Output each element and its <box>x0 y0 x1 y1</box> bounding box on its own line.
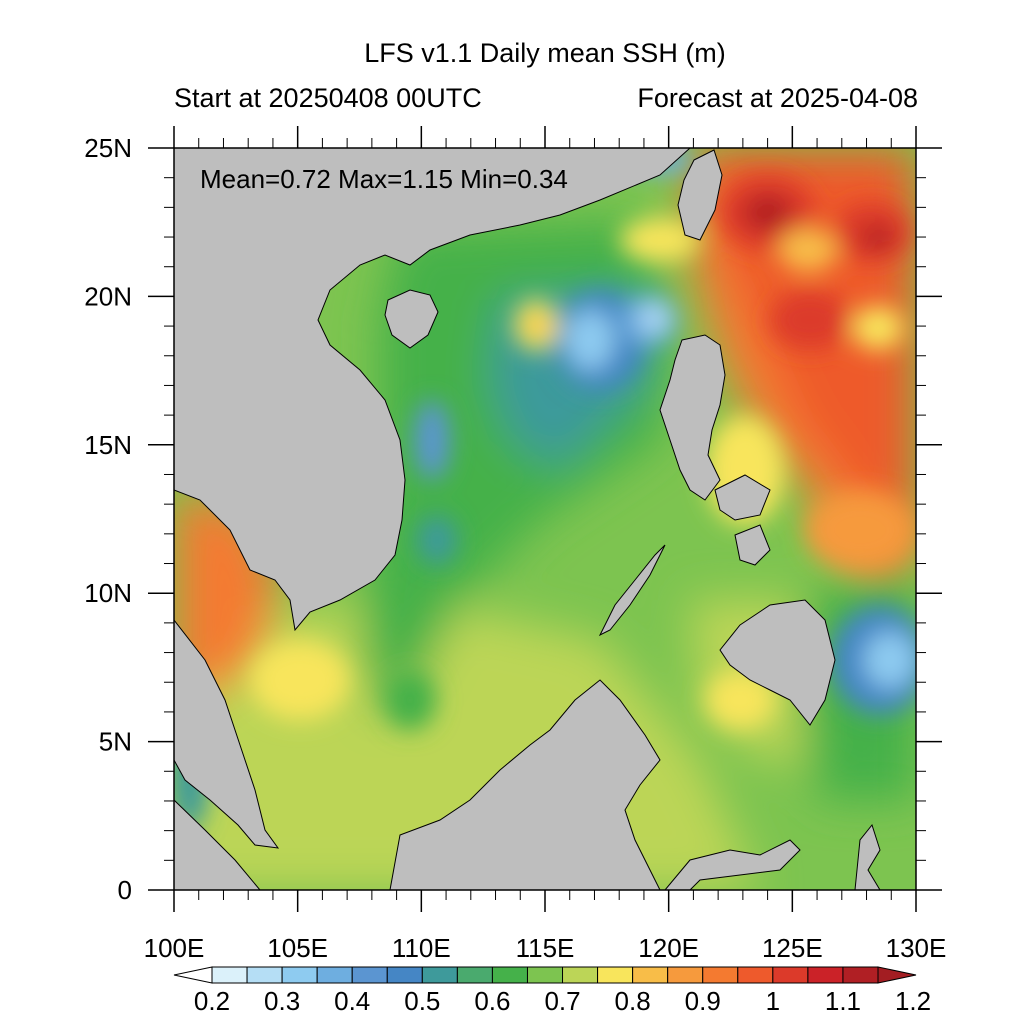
colorbar-high-triangle <box>877 966 917 984</box>
colorbar-box <box>351 966 388 984</box>
colorbar-box <box>562 966 599 984</box>
land-malay-peninsula <box>174 619 280 849</box>
colorbar-label: 0.4 <box>334 986 370 1016</box>
colorbar-label: 0.5 <box>404 986 440 1016</box>
colorbar-box <box>597 966 634 984</box>
colorbar-box <box>456 966 493 984</box>
x-tick-label: 130E <box>886 933 947 963</box>
colorbar-label: 0.7 <box>544 986 580 1016</box>
y-tick-label: 15N <box>84 430 132 460</box>
y-tick-label: 0 <box>118 875 132 905</box>
land-mindanao <box>719 599 836 726</box>
axis-ticks <box>148 126 942 912</box>
colorbar-box <box>842 966 879 984</box>
x-tick-label: 120E <box>638 933 699 963</box>
colorbar-box <box>737 966 774 984</box>
colorbar-label: 0.3 <box>264 986 300 1016</box>
colorbar-labels: 0.2 0.3 0.4 0.5 0.6 0.7 0.8 0.9 1 1.1 1.2 <box>194 986 931 1016</box>
colorbar-box <box>281 966 318 984</box>
x-tick-label: 115E <box>516 933 575 963</box>
forecast-time-label: Forecast at 2025-04-08 <box>637 83 918 113</box>
colorbar-low-triangle <box>173 966 213 984</box>
colorbar-box <box>702 966 739 984</box>
colorbar-box <box>632 966 669 984</box>
land-halmahera <box>854 823 881 890</box>
land-mainland <box>174 148 691 632</box>
x-tick-label: 100E <box>144 933 205 963</box>
start-time-label: Start at 20250408 00UTC <box>174 83 482 113</box>
land-hainan <box>384 289 439 349</box>
colorbar-label: 0.2 <box>194 986 230 1016</box>
colorbar-box <box>316 966 353 984</box>
colorbar-label: 1 <box>766 986 780 1016</box>
land-sulawesi <box>664 839 801 890</box>
colorbar-box <box>421 966 458 984</box>
chart-title: LFS v1.1 Daily mean SSH (m) <box>364 38 726 68</box>
land-luzon <box>659 334 726 501</box>
stats-annotation: Mean=0.72 Max=1.15 Min=0.34 <box>200 164 568 194</box>
land-visayas <box>714 474 771 566</box>
land-palawan <box>598 544 666 637</box>
land-masses <box>174 148 881 890</box>
land-borneo <box>389 679 661 890</box>
y-axis-labels: 0 5N 10N 15N 20N 25N <box>84 133 132 905</box>
colorbar-box <box>807 966 844 984</box>
x-tick-label: 125E <box>762 933 823 963</box>
colorbar-box <box>526 966 564 984</box>
colorbar-label: 0.6 <box>474 986 510 1016</box>
x-tick-label: 110E <box>392 933 451 963</box>
colorbar-box <box>246 966 283 984</box>
x-tick-label: 105E <box>267 933 328 963</box>
y-tick-label: 10N <box>84 578 132 608</box>
y-tick-label: 20N <box>84 281 132 311</box>
colorbar-box <box>211 966 248 984</box>
land-sumatra <box>174 799 261 890</box>
colorbar-box <box>667 966 704 984</box>
colorbar-box <box>772 966 809 984</box>
x-axis-labels: 100E 105E 110E 115E 120E 125E 130E <box>144 933 947 963</box>
y-tick-label: 5N <box>99 727 132 757</box>
colorbar-label: 1.1 <box>825 986 861 1016</box>
y-tick-label: 25N <box>84 133 132 163</box>
colorbar-label: 0.9 <box>685 986 721 1016</box>
colorbar-box <box>386 966 423 984</box>
colorbar-box <box>491 966 528 984</box>
colorbar-label: 0.8 <box>615 986 651 1016</box>
land-taiwan <box>677 149 723 241</box>
colorbar-label: 1.2 <box>895 986 931 1016</box>
colorbar <box>173 966 917 984</box>
